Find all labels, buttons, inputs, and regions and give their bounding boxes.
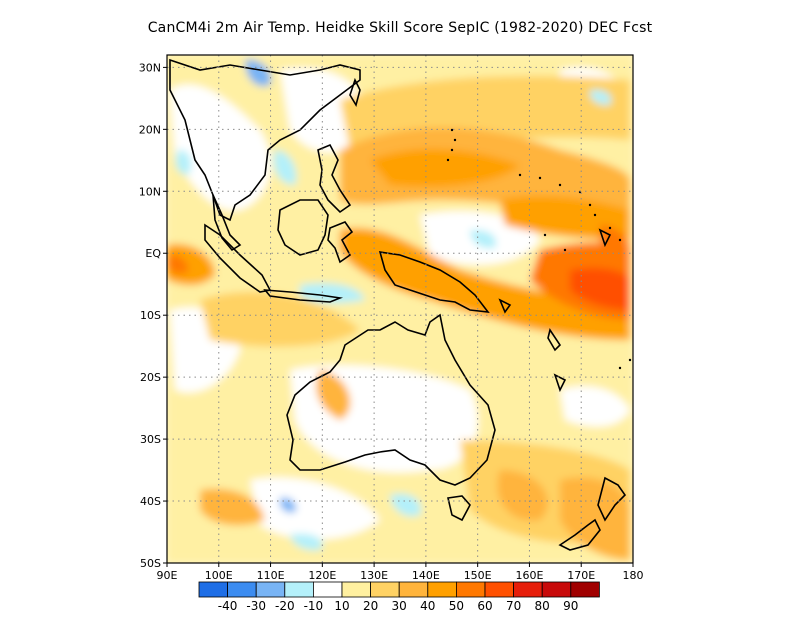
map-frame xyxy=(166,54,634,564)
colorbar-swatch xyxy=(398,581,429,598)
lat-tick-label: 40S xyxy=(140,495,161,508)
colorbar-swatch xyxy=(370,581,400,598)
colorbar-label: 70 xyxy=(506,599,521,613)
colorbar-swatch xyxy=(255,581,286,598)
colorbar-swatch xyxy=(570,581,600,598)
lat-tick-label: 30N xyxy=(139,61,161,74)
lon-tick-label: 170E xyxy=(567,569,595,582)
pacific-islands xyxy=(446,128,632,370)
lon-tick-label: 100E xyxy=(205,569,233,582)
lat-tick-label: 10S xyxy=(140,309,161,322)
lon-tick-label: 90E xyxy=(157,569,178,582)
colorbar-label: -40 xyxy=(218,599,238,613)
colorbar-label: 50 xyxy=(449,599,464,613)
colorbar-label: 10 xyxy=(334,599,349,613)
colorbar-label: 60 xyxy=(477,599,492,613)
colorbar-swatch xyxy=(541,581,572,598)
lat-tick-label: 20N xyxy=(139,123,161,136)
colorbar-label: 90 xyxy=(563,599,578,613)
colorbar-swatch xyxy=(312,581,343,598)
grid-lines xyxy=(167,55,633,563)
colorbar-swatch xyxy=(427,581,457,598)
lat-tick-label: 10N xyxy=(139,185,161,198)
skill-field xyxy=(167,55,633,563)
lat-tick-label: 20S xyxy=(140,371,161,384)
map-title: CanCM4i 2m Air Temp. Heidke Skill Score … xyxy=(147,20,653,36)
lon-tick-label: 140E xyxy=(412,569,440,582)
axis-ticks: 90E 100E 110E 120E 130E 140E 150E 160E 170E 180 30… xyxy=(139,61,644,582)
colorbar-label: 40 xyxy=(420,599,435,613)
lat-tick-label: EQ xyxy=(145,247,161,260)
coastlines xyxy=(169,58,627,551)
lat-tick-label: 50S xyxy=(140,557,161,570)
lon-tick-label: 130E xyxy=(360,569,388,582)
colorbar-label: 30 xyxy=(392,599,407,613)
colorbar-label: 80 xyxy=(535,599,550,613)
colorbar-swatch xyxy=(227,581,257,598)
colorbar-swatch xyxy=(198,581,229,598)
lon-tick-label: 120E xyxy=(308,569,336,582)
lon-tick-label: 180 xyxy=(623,569,644,582)
lon-tick-label: 160E xyxy=(515,569,543,582)
colorbar-swatch xyxy=(513,581,543,598)
colorbar-label: -30 xyxy=(246,599,266,613)
colorbar-label: 20 xyxy=(363,599,378,613)
colorbar-swatch xyxy=(341,581,372,598)
colorbar-label: -10 xyxy=(304,599,324,613)
lon-tick-label: 150E xyxy=(464,569,492,582)
colorbar: -40 -30 -20 -10 10 20 30 40 50 60 70 80 90 xyxy=(198,581,600,613)
lon-tick-label: 110E xyxy=(257,569,285,582)
colorbar-swatch xyxy=(455,581,486,598)
colorbar-swatch xyxy=(284,581,314,598)
lat-tick-label: 30S xyxy=(140,433,161,446)
colorbar-label: -20 xyxy=(275,599,295,613)
colorbar-swatch xyxy=(484,581,515,598)
